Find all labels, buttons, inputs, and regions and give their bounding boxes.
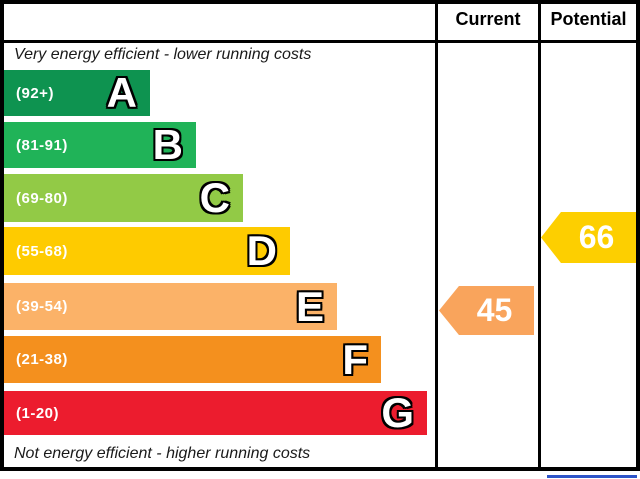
top-caption: Very energy efficient - lower running co… [14, 46, 312, 63]
band-e-range-label: (39-54) [16, 298, 68, 315]
potential-rating-arrow: 66 [541, 212, 636, 263]
bottom-caption: Not energy efficient - higher running co… [14, 445, 311, 462]
band-d-bar: (55-68) D [4, 227, 290, 275]
band-d-letter: D [246, 227, 277, 274]
band-f-bar: (21-38) F [4, 336, 381, 383]
current-column-header: Current [455, 9, 521, 29]
band-a-bar: (92+) A [4, 70, 150, 116]
band-a-range-label: (92+) [16, 84, 54, 102]
header-divider [4, 40, 636, 43]
band-g-range-label: (1-20) [16, 404, 60, 422]
band-g-letter: G [381, 389, 414, 436]
potential-column-header: Potential [550, 9, 627, 29]
current-column-divider [435, 4, 438, 467]
band-b-letter: B [152, 121, 183, 168]
band-c-range-label: (69-80) [16, 189, 68, 207]
band-d-range-label: (55-68) [16, 242, 68, 260]
band-b-bar: (81-91) B [4, 122, 196, 168]
potential-column-divider [538, 4, 541, 467]
potential-rating-value: 66 [578, 219, 615, 255]
cropped-box-top-edge [547, 475, 637, 478]
band-b-range-label: (81-91) [16, 136, 68, 154]
band-c-letter: C [199, 174, 230, 221]
band-f-letter: F [342, 335, 368, 383]
current-rating-arrow: 45 [439, 286, 534, 335]
band-e-bar: (39-54) E [4, 283, 337, 330]
band-a-letter: A [106, 69, 137, 116]
band-f-range-label: (21-38) [16, 351, 68, 368]
band-e-letter: E [295, 282, 324, 330]
band-c-bar: (69-80) C [4, 174, 243, 222]
band-g-bar: (1-20) G [4, 391, 427, 435]
current-rating-value: 45 [476, 292, 513, 328]
